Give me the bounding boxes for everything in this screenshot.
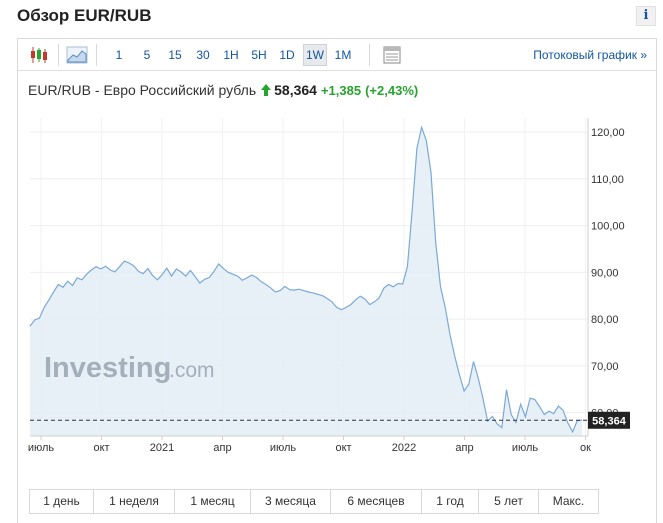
period-1-year[interactable]: 1 год (422, 490, 479, 513)
y-tick-label: 120,00 (591, 127, 625, 139)
x-tick-label: окт (93, 442, 109, 454)
interval-30[interactable]: 30 (196, 48, 210, 62)
streaming-chart-link[interactable]: Потоковый график » (533, 48, 647, 62)
table-view-icon[interactable] (380, 44, 404, 66)
toolbar-divider (369, 44, 370, 66)
period-1-month[interactable]: 1 месяц (175, 490, 251, 513)
y-tick-label: 90,00 (591, 267, 619, 279)
x-tick-label: апр (455, 442, 473, 454)
watermark-brand: Investing (44, 352, 171, 384)
price-area (30, 127, 582, 437)
interval-1h[interactable]: 1H (223, 48, 239, 62)
current-price-marker: 58,364 (588, 411, 630, 429)
up-arrow-icon (261, 83, 272, 99)
x-axis: июль окт 2021 апр июль окт 2022 апр июль ок (28, 435, 591, 454)
last-price: 58,364 (274, 82, 317, 98)
price-series (30, 127, 582, 437)
period-max[interactable]: Макс. (552, 494, 585, 508)
x-tick-label: 2021 (150, 442, 174, 454)
x-tick-label: апр (213, 442, 231, 454)
y-tick-label: 70,00 (591, 361, 619, 373)
y-tick-label: 110,00 (591, 174, 624, 186)
toolbar-divider (58, 44, 59, 66)
candlestick-icon[interactable] (26, 44, 52, 66)
area-chart-icon[interactable] (64, 44, 90, 66)
period-1-day[interactable]: 1 день (30, 490, 94, 513)
x-tick-label: июль (270, 442, 297, 454)
y-tick-label: 100,00 (591, 221, 625, 233)
interval-15[interactable]: 15 (168, 48, 182, 62)
period-6-months[interactable]: 6 месяцев (331, 490, 422, 513)
page-title: Обзор EUR/RUB (17, 6, 152, 25)
period-selector: 1 день 1 неделя 1 месяц 3 месяца 6 месяц… (29, 489, 599, 514)
current-price-label: 58,364 (592, 415, 627, 427)
interval-1[interactable]: 1 (115, 48, 123, 62)
x-tick-label: ок (580, 442, 591, 454)
interval-5h[interactable]: 5H (251, 48, 267, 62)
x-tick-label: июль (28, 442, 55, 454)
instrument-name: EUR/RUB - Евро Российский рубль (28, 82, 257, 98)
watermark-suffix: .com (169, 359, 215, 382)
price-line (29, 125, 583, 434)
price-change-percent: (+2,43%) (365, 83, 419, 98)
interval-1m[interactable]: 1M (334, 48, 352, 62)
toolbar-divider (96, 44, 97, 66)
interval-5[interactable]: 5 (143, 48, 151, 62)
period-5-years[interactable]: 5 лет (479, 490, 539, 513)
investing-watermark: Investing .com (44, 352, 215, 384)
current-price-box (588, 411, 630, 429)
x-tick-label: 2022 (392, 442, 416, 454)
chart-widget: 1 5 15 30 1H 5H 1D 1W 1M Потоковый графи… (17, 38, 657, 523)
info-icon[interactable]: i (636, 6, 656, 26)
y-tick-label: 80,00 (591, 314, 619, 326)
period-3-months[interactable]: 3 месяца (251, 490, 331, 513)
quote-row: EUR/RUB - Евро Российский рубль 58,364 +1,… (28, 82, 418, 99)
interval-1d[interactable]: 1D (279, 48, 295, 62)
interval-1w[interactable]: 1W (303, 44, 327, 66)
x-tick-label: окт (335, 442, 351, 454)
chart-toolbar: 1 5 15 30 1H 5H 1D 1W 1M Потоковый графи… (18, 39, 656, 71)
x-tick-label: июль (512, 442, 539, 454)
price-change: +1,385 (320, 83, 362, 98)
period-1-week[interactable]: 1 неделя (94, 490, 175, 513)
